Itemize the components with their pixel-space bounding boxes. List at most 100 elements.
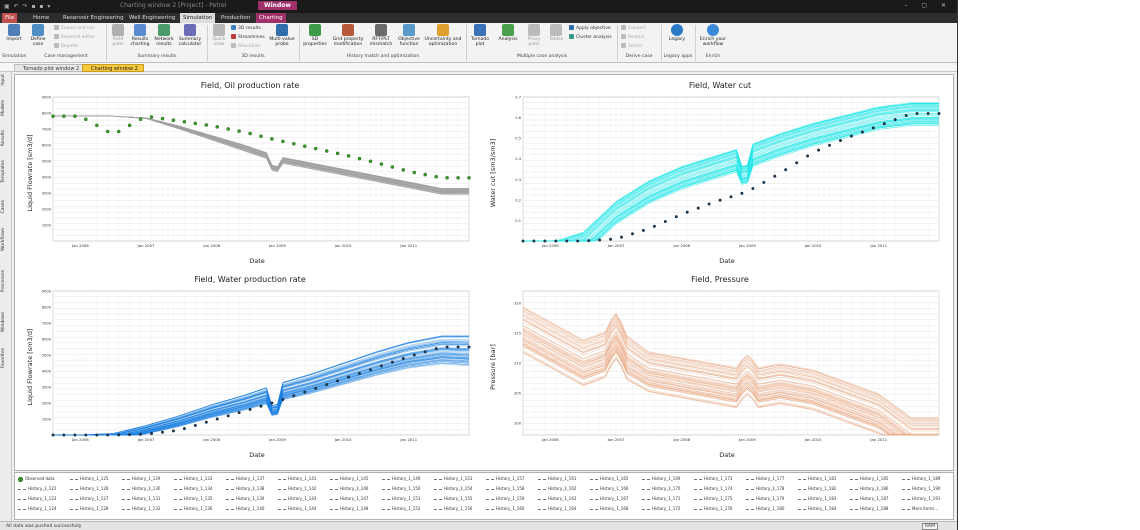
export-and-run-button[interactable]: Export and run [54,25,95,31]
tab-well-engineering[interactable]: Well Engineering [129,15,176,21]
cluster-analysis-button[interactable]: Cluster analysis [569,34,612,40]
legend-item[interactable]: History_1_166 [590,486,628,491]
legend-item[interactable]: History_1_163 [538,496,576,501]
legend-item[interactable]: History_1_140 [226,506,264,511]
keyword-editor-button[interactable]: Keyword editor [54,34,95,40]
restart-button[interactable]: Restart [621,34,644,40]
legend-item[interactable]: History_1_173 [694,476,732,481]
legend-item[interactable]: History_1_188 [850,506,888,511]
legend-item[interactable]: History_1_185 [850,476,888,481]
legend-item[interactable]: History_1_122 [18,486,56,491]
legend-item[interactable]: History_1_137 [226,476,264,481]
legend-item[interactable]: History_1_124 [18,506,56,511]
tab-charting[interactable]: Charting [256,13,286,23]
legend-item[interactable]: History_1_191 [902,496,940,501]
legend-item[interactable]: History_1_150 [382,486,420,491]
tab-tornado-plot-window[interactable]: Tornado plot window 2 [14,64,86,72]
legend-item[interactable]: History_1_164 [538,506,576,511]
legend-item[interactable]: History_1_170 [642,486,680,491]
multi-value-probe-button[interactable]: Multi-value probe [268,24,296,47]
legend-item[interactable]: History_1_127 [70,496,108,501]
sd-properties-button[interactable]: SD properties [302,24,328,47]
tab-production[interactable]: Production [221,15,251,21]
legend-item[interactable]: History_1_155 [434,496,472,501]
legend-item[interactable]: History_1_141 [278,476,316,481]
water-production-rate-chart[interactable]: 1000 2000 3000 4000 5000 6000 7000 8000 9000 Jan … [35,287,475,449]
tornado-plot-button[interactable]: Tornado plot [469,24,491,47]
sidebar-tab-models[interactable]: Models [1,100,6,116]
legend-item[interactable]: History_1_169 [642,476,680,481]
tab-simulation[interactable]: Simulation [180,13,216,23]
legend-item[interactable]: History_1_168 [590,506,628,511]
legend-item[interactable]: History_1_187 [850,496,888,501]
summary-calculator-button[interactable]: Summary calculator [177,24,203,47]
import-button[interactable]: Import [3,24,25,42]
legend-item[interactable]: History_1_178 [746,486,784,491]
analysis-button[interactable]: Analysis [496,24,520,42]
uncertainty-optimization-button[interactable]: Uncertainty and optimization [424,24,462,47]
sector-button[interactable]: Sector [621,43,642,49]
legend-item[interactable]: History_1_181 [798,476,836,481]
legend-item[interactable]: History_1_161 [538,476,576,481]
legend-item[interactable]: History_1_146 [330,486,368,491]
results-charting-button[interactable]: Results charting [129,24,151,47]
quick-view-button[interactable]: Quick view [210,24,228,47]
field-plots-button[interactable]: Field plots [109,24,127,47]
legend-item[interactable]: History_1_175 [694,496,732,501]
legend-item[interactable]: History_1_142 [278,486,316,491]
legend-item[interactable]: History_1_167 [590,496,628,501]
legend-item[interactable]: History_1_143 [278,496,316,501]
tables-button[interactable]: Tables [547,24,565,42]
legend-item-observed[interactable]: Observed data [18,476,55,482]
legend-item[interactable]: History_1_139 [226,496,264,501]
legend-item[interactable]: History_1_183 [798,496,836,501]
legend-item[interactable]: History_1_132 [122,506,160,511]
sidebar-tab-results[interactable]: Results [1,130,6,147]
water-cut-chart[interactable]: 0.1 0.2 0.3 0.4 0.5 0.6 0.7 Jan 2006 Jan 2007 Jan… [505,93,945,255]
legend-item[interactable]: History_1_135 [174,496,212,501]
legend-item[interactable]: History_1_177 [746,476,784,481]
legend-item[interactable]: History_1_172 [642,506,680,511]
sidebar-tab-favorites[interactable]: Favorites [1,348,6,369]
legend-item[interactable]: History_1_157 [486,476,524,481]
legend-item[interactable]: History_1_184 [798,506,836,511]
legend-item[interactable]: History_1_126 [70,486,108,491]
sidebar-tab-cases[interactable]: Cases [1,200,6,214]
legend-item[interactable]: History_1_131 [122,496,160,501]
3d-results-button[interactable]: 3D results [231,25,261,31]
legacy-button[interactable]: Legacy [665,24,689,42]
window-context-tab[interactable]: Window [258,1,297,10]
reports-button[interactable]: Reports [54,43,78,49]
pressure-chart[interactable]: 300 305 310 315 320 Jan 2006 Jan 2007 Jan 2008 J… [505,287,945,449]
legend-item[interactable]: History_1_130 [122,486,160,491]
legend-item[interactable]: History_1_144 [278,506,316,511]
network-results-button[interactable]: Network results [153,24,175,47]
rft-plt-mismatch-button[interactable]: RFT/PLT mismatch [368,24,394,47]
legend-item[interactable]: History_1_133 [174,476,212,481]
sidebar-tab-input[interactable]: Input [1,74,6,86]
enrich-workflow-button[interactable]: Enrich your workflow [698,24,728,47]
sidebar-tab-templates[interactable]: Templates [1,160,6,183]
apply-objective-button[interactable]: Apply objective [569,25,611,31]
sidebar-tab-windows[interactable]: Windows [1,312,6,333]
convert-button[interactable]: Convert [621,25,646,31]
legend-item[interactable]: History_1_174 [694,486,732,491]
legend-item[interactable]: History_1_180 [746,506,784,511]
legend-item[interactable]: History_1_154 [434,486,472,491]
legend-item[interactable]: History_1_162 [538,486,576,491]
legend-item[interactable]: History_1_158 [486,486,524,491]
legend-item[interactable]: History_1_123 [18,496,56,501]
tab-charting-window[interactable]: Charting window 2 [82,64,144,72]
legend-item[interactable]: History_1_179 [746,496,784,501]
tab-file[interactable]: File [2,13,18,23]
objective-function-button[interactable]: Objective function [396,24,422,47]
legend-item[interactable]: History_1_182 [798,486,836,491]
tab-reservoir-engineering[interactable]: Reservoir Engineering [63,15,124,21]
legend-item[interactable]: History_1_156 [434,506,472,511]
streamlines-button[interactable]: Streamlines [231,34,265,40]
legend-item[interactable]: History_1_153 [434,476,472,481]
legend-item[interactable]: History_1_190 [902,486,940,491]
grid-property-modification-button[interactable]: Grid property modification [330,24,366,47]
legend-item[interactable]: History_1_125 [70,476,108,481]
legend-item[interactable]: More items... [902,506,938,511]
